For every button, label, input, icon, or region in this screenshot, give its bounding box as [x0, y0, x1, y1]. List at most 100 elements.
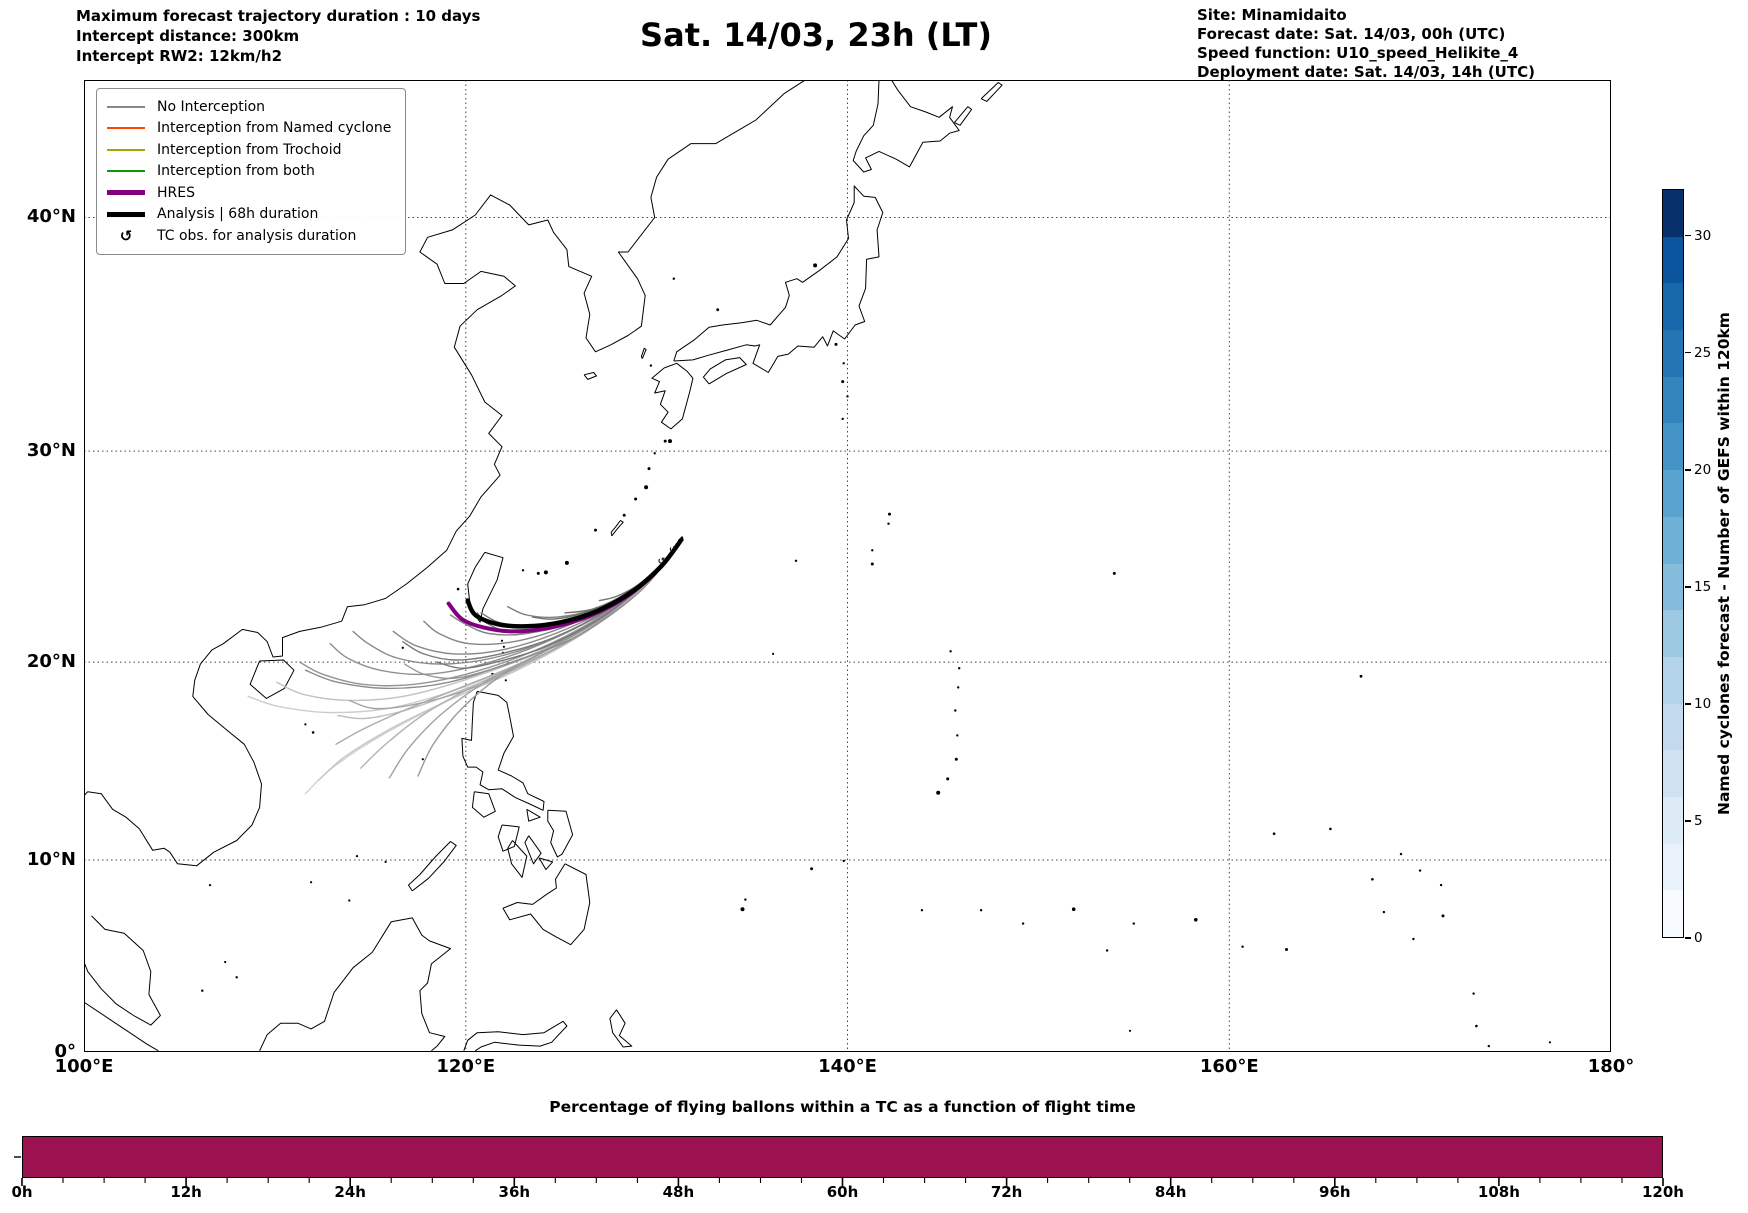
bottom-x-tick-label: 0h: [11, 1183, 33, 1201]
colorbar-tick-label: 20: [1694, 461, 1712, 478]
island-dot: [504, 679, 507, 682]
island-dot: [716, 308, 720, 312]
bottom-x-tick-label: 84h: [1154, 1183, 1187, 1201]
intercept-rw2-text: Intercept RW2: 12km/h2: [76, 47, 283, 65]
header-left-block: Maximum forecast trajectory duration : 1…: [76, 6, 480, 66]
legend-item-label: TC obs. for analysis duration: [157, 227, 357, 244]
colorbar-band: [1663, 750, 1683, 797]
colorbar-band: [1663, 236, 1683, 284]
x-tick-label: 120°E: [436, 1056, 496, 1077]
trajectory-line: [507, 539, 683, 619]
island-dot: [1412, 937, 1415, 941]
bottom-x-tick-label: 108h: [1477, 1183, 1520, 1201]
island-dot: [647, 467, 651, 471]
island-dot: [594, 528, 597, 532]
coastline: [954, 106, 973, 126]
colorbar-band: [1663, 423, 1683, 471]
legend-item-label: Interception from Named cyclone: [157, 120, 392, 137]
bottom-x-tick-label: 96h: [1319, 1183, 1351, 1201]
map-frame: [84, 80, 1611, 1052]
trajectory-line: [392, 539, 683, 655]
island-dot: [1128, 1029, 1132, 1032]
trajectory-line: [337, 539, 683, 720]
y-tick-label: 10°N: [26, 848, 76, 870]
island-dot: [956, 734, 959, 737]
colorbar-band: [1663, 516, 1683, 564]
island-dot: [949, 650, 952, 653]
colorbar-band: [1663, 656, 1683, 704]
coastline: [980, 82, 1003, 102]
island-dot: [936, 790, 941, 795]
coastlines: [84, 80, 1551, 1052]
x-tick-label: 180°: [1587, 1056, 1635, 1077]
trajectory-line: [402, 539, 683, 661]
colorbar-band: [1663, 843, 1683, 891]
island-dot: [384, 860, 387, 864]
trajectories: [247, 537, 684, 795]
island-dot: [348, 899, 351, 902]
island-dot: [401, 646, 404, 649]
island-dot: [946, 777, 950, 781]
colorbar-tick: [1685, 820, 1691, 822]
bottom-x-tick-label: 60h: [826, 1183, 859, 1201]
colorbar-tick: [1685, 586, 1691, 588]
legend-item-label: Interception from both: [157, 163, 315, 180]
colorbar-band: [1663, 890, 1683, 937]
colorbar-band: [1663, 703, 1683, 751]
colorbar-band: [1663, 190, 1683, 237]
bottom-x-tick-label: 72h: [990, 1183, 1023, 1201]
island-dot: [536, 571, 540, 575]
site-text: Site: Minamidaito: [1197, 6, 1347, 24]
tc-obs-marker: ↺: [658, 557, 666, 567]
tc-obs-icon: ↺: [119, 226, 133, 245]
colorbar-tick: [1685, 469, 1691, 471]
island-dot: [1241, 945, 1244, 948]
bottom-chart-title: Percentage of flying ballons within a TC…: [549, 1098, 1136, 1116]
bottom-x-tick-label: 12h: [170, 1183, 202, 1201]
trajectory-line: [304, 539, 683, 690]
coastline: [610, 520, 624, 537]
analysis-trajectory: [465, 537, 684, 629]
coastline: [497, 824, 520, 852]
y-tick-label: 20°N: [26, 651, 76, 673]
coastline: [84, 915, 161, 1026]
coastline: [583, 372, 597, 380]
island-dot: [500, 639, 504, 642]
legend-line-icon: [107, 211, 145, 217]
colorbar-tick: [1685, 703, 1691, 705]
grid-lines: [84, 80, 1611, 1052]
island-dot: [1472, 992, 1475, 995]
colorbar-tick-label: 10: [1694, 695, 1712, 712]
island-dot: [1105, 949, 1109, 952]
island-dot: [841, 417, 844, 421]
y-tick-label: 30°N: [26, 440, 76, 462]
coastline: [651, 362, 694, 430]
colorbar-band: [1663, 563, 1683, 611]
island-dot: [744, 898, 747, 901]
island-dot: [1329, 827, 1332, 831]
island-dot: [1475, 1024, 1478, 1028]
colorbar-tick: [1685, 235, 1691, 237]
x-tick-label: 100°E: [54, 1056, 114, 1077]
island-dot: [1548, 1041, 1551, 1044]
legend-line-icon: [107, 170, 145, 173]
island-dot: [871, 549, 874, 552]
island-dot: [740, 907, 745, 912]
island-dot: [842, 362, 845, 365]
bottom-x-tick-label: 36h: [498, 1183, 531, 1201]
forecast-date-text: Forecast date: Sat. 14/03, 00h (UTC): [1197, 25, 1506, 43]
colorbar-band: [1663, 330, 1683, 377]
island-dot: [958, 667, 961, 670]
coastline: [524, 835, 542, 865]
trajectory-line: [417, 539, 683, 777]
island-dot: [672, 277, 675, 280]
coastline: [507, 840, 528, 878]
island-dot: [622, 513, 626, 517]
y-tick-label: 40°N: [26, 206, 76, 228]
island-dot: [634, 497, 638, 501]
legend-item-label: HRES: [157, 184, 195, 201]
colorbar-tick: [1685, 352, 1691, 354]
coastline: [463, 1020, 568, 1052]
island-dot: [311, 731, 315, 734]
